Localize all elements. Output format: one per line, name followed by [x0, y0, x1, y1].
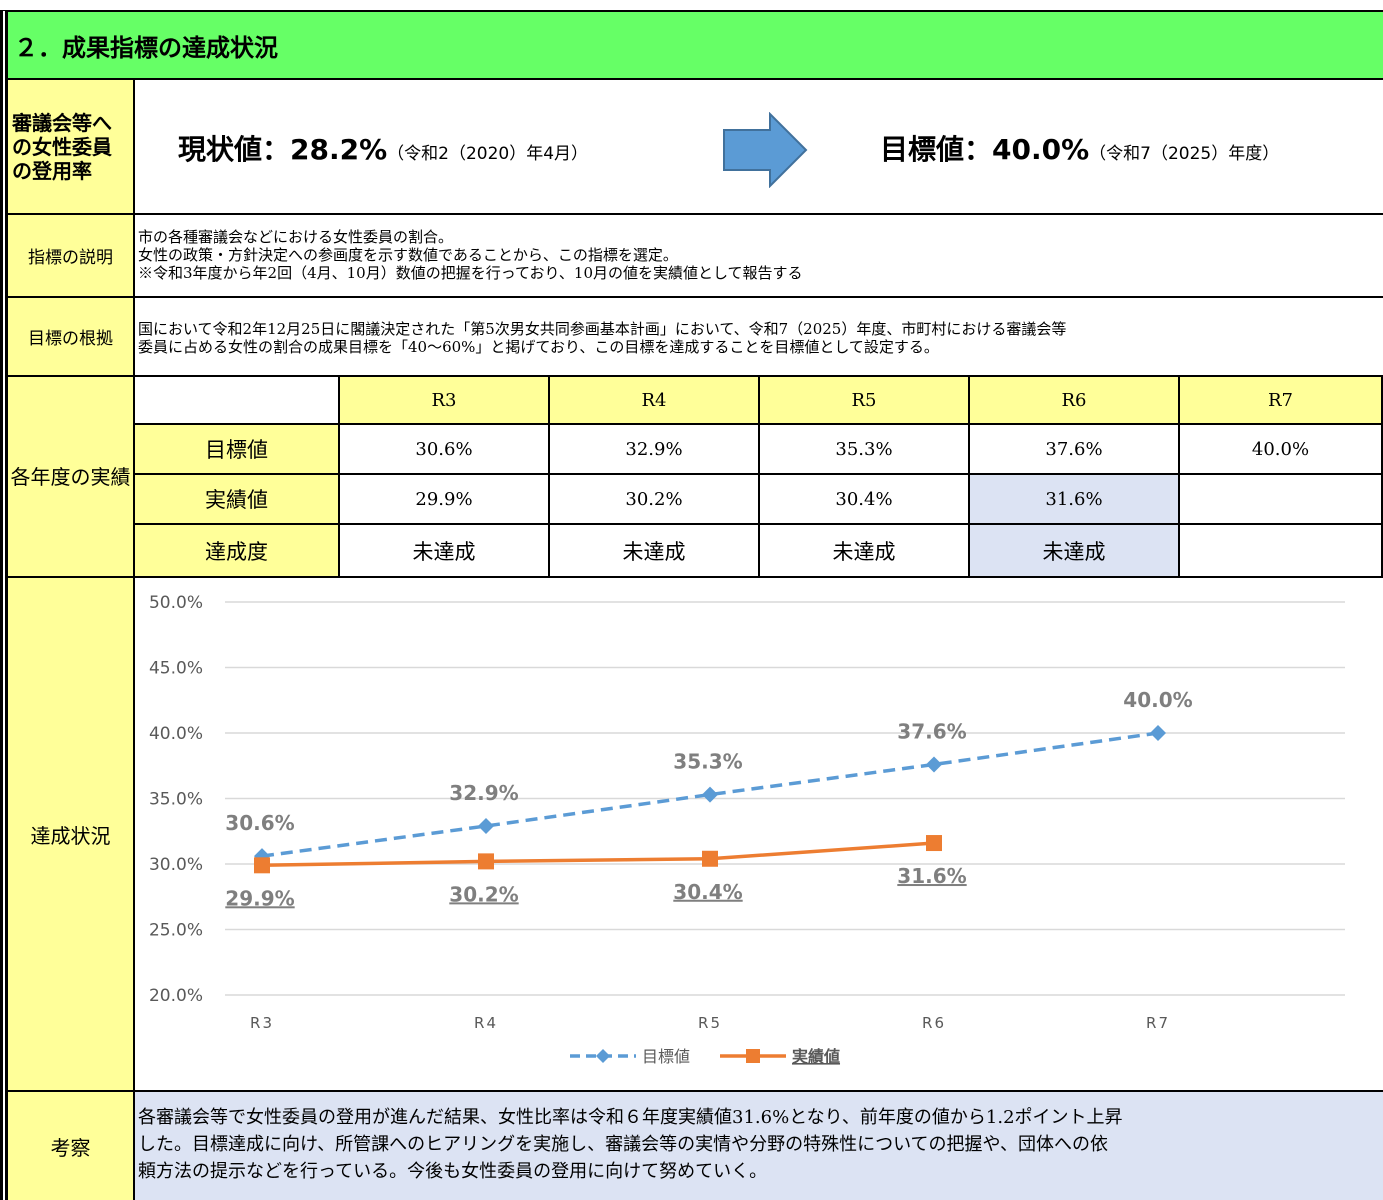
table-cell: 40.0% — [1180, 425, 1383, 475]
y-tick-label: 50.0% — [149, 593, 203, 613]
chart: 20.0% 25.0% 30.0% 35.0% 40.0% 45.0% 50.0% R3 R4 R… — [135, 593, 1383, 1092]
data-label: 37.6% — [897, 719, 966, 743]
description-label: 指標の説明 — [8, 215, 135, 298]
marker — [478, 818, 494, 835]
legend-item: 目標値 — [570, 1047, 690, 1066]
text-line: ※令和3年度から年2回（4月、10月）数値の把握を行っており、10月の値を実績値… — [138, 264, 803, 282]
data-label: 40.0% — [1123, 688, 1192, 712]
table-cell: 未達成 — [760, 525, 970, 578]
current-note: （令和2（2020）年4月） — [387, 144, 589, 164]
marker — [478, 853, 494, 870]
discussion-box — [135, 1092, 1383, 1200]
column-header: R5 — [760, 377, 970, 425]
row-label: 達成度 — [135, 525, 340, 578]
legend-item: 実績値 — [720, 1047, 840, 1066]
row-label: 目標値 — [135, 425, 340, 475]
table-cell: 37.6% — [970, 425, 1180, 475]
text-line: 委員に占める女性の割合の成果目標を「40～60%」と掲げており、この目標を達成す… — [138, 338, 939, 356]
target-text: 目標値：40.0% — [880, 133, 1090, 166]
text-line: 頼方法の提示などを行っている。今後も女性委員の登用に向けて努めていく。 — [138, 1161, 768, 1182]
marker — [702, 786, 718, 803]
data-label: 30.4% — [673, 880, 742, 904]
table-cell: 32.9% — [550, 425, 760, 475]
marker — [702, 850, 718, 867]
data-label: 30.2% — [449, 882, 518, 906]
y-tick-label: 35.0% — [149, 790, 203, 810]
table-cell: 未達成 — [550, 525, 760, 578]
x-tick-label: R5 — [698, 1014, 722, 1032]
table-cell: 31.6% — [970, 475, 1180, 525]
indicator-box — [135, 80, 1383, 215]
basis-label: 目標の根拠 — [8, 298, 135, 377]
results-table: R3 R4 R5 R6 R7 目標値 30.6% 32.9% 35.3% 37.6% 40.0% 実績… — [135, 377, 1383, 578]
text-line: 女性の政策・方針決定への参画度を示す数値であることから、この指標を選定。 — [138, 246, 678, 264]
description-text: 市の各種審議会などにおける女性委員の割合。 女性の政策・方針決定への参画度を示す数… — [138, 228, 1383, 282]
legend-marker — [746, 1049, 760, 1063]
y-tick-label: 45.0% — [149, 659, 203, 679]
empty-cell — [1180, 475, 1383, 525]
data-label: 31.6% — [897, 864, 966, 888]
table-cell: 35.3% — [760, 425, 970, 475]
text-line: 各審議会等で女性委員の登用が進んだ結果、女性比率は令和６年度実績値31.6%とな… — [138, 1107, 1123, 1128]
y-tick-label: 25.0% — [149, 921, 203, 941]
discussion-label: 考察 — [8, 1092, 135, 1200]
table-cell: 未達成 — [970, 525, 1180, 578]
data-label: 35.3% — [673, 750, 742, 774]
row-label: 実績値 — [135, 475, 340, 525]
marker — [1150, 725, 1166, 741]
text-line: 市の各種審議会などにおける女性委員の割合。 — [138, 228, 454, 246]
data-label: 29.9% — [225, 886, 294, 910]
table-cell: 30.4% — [760, 475, 970, 525]
table-cell: 30.6% — [340, 425, 550, 475]
x-tick-label: R3 — [250, 1014, 274, 1032]
arrow — [723, 112, 808, 188]
text-line: した。目標達成に向け、所管課へのヒアリングを実施し、審議会等の実情や分野の特殊性… — [138, 1134, 1109, 1155]
data-label: 30.6% — [225, 811, 294, 835]
text-line: 国において令和2年12月25日に閣議決定された「第5次男女共同参画基本計画」にお… — [138, 320, 1067, 338]
legend-marker — [596, 1049, 610, 1063]
data-label: 32.9% — [449, 781, 518, 805]
status-label: 達成状況 — [8, 578, 135, 1092]
indicator-label: 審議会等への女性委員の登用率 — [8, 80, 135, 215]
legend-label: 実績値 — [792, 1047, 840, 1066]
table-cell: 29.9% — [340, 475, 550, 525]
column-header: R3 — [340, 377, 550, 425]
x-tick-label: R7 — [1146, 1014, 1170, 1032]
marker — [926, 756, 942, 773]
table-cell: 未達成 — [340, 525, 550, 578]
legend-label: 目標値 — [642, 1047, 690, 1066]
marker — [254, 857, 270, 874]
results-label: 各年度の実績 — [8, 377, 135, 578]
column-header: R4 — [550, 377, 760, 425]
target-value: 目標値：40.0%（令和7（2025）年度） — [880, 128, 1279, 168]
x-tick-label: R6 — [922, 1014, 946, 1032]
column-header: R7 — [1180, 377, 1383, 425]
x-tick-label: R4 — [474, 1014, 498, 1032]
table-cell: 30.2% — [550, 475, 760, 525]
discussion-text: 各審議会等で女性委員の登用が進んだ結果、女性比率は令和６年度実績値31.6%とな… — [138, 1104, 1383, 1185]
table-corner — [135, 377, 340, 425]
description-box — [135, 215, 1383, 298]
target-note: （令和7（2025）年度） — [1089, 144, 1280, 164]
arrow-shape — [723, 112, 808, 188]
current-text: 現状値：28.2% — [178, 133, 388, 166]
y-tick-label: 20.0% — [149, 986, 203, 1006]
basis-box — [135, 298, 1383, 377]
basis-text: 国において令和2年12月25日に閣議決定された「第5次男女共同参画基本計画」にお… — [138, 320, 1383, 356]
empty-cell — [1180, 525, 1383, 578]
header-title: ２．成果指標の達成状況 — [8, 12, 1383, 80]
column-header: R6 — [970, 377, 1180, 425]
current-value: 現状値：28.2%（令和2（2020）年4月） — [178, 128, 588, 168]
marker — [926, 835, 942, 852]
series-line — [261, 841, 935, 868]
y-tick-label: 40.0% — [149, 724, 203, 744]
page — [0, 10, 1383, 1200]
y-tick-label: 30.0% — [149, 855, 203, 875]
